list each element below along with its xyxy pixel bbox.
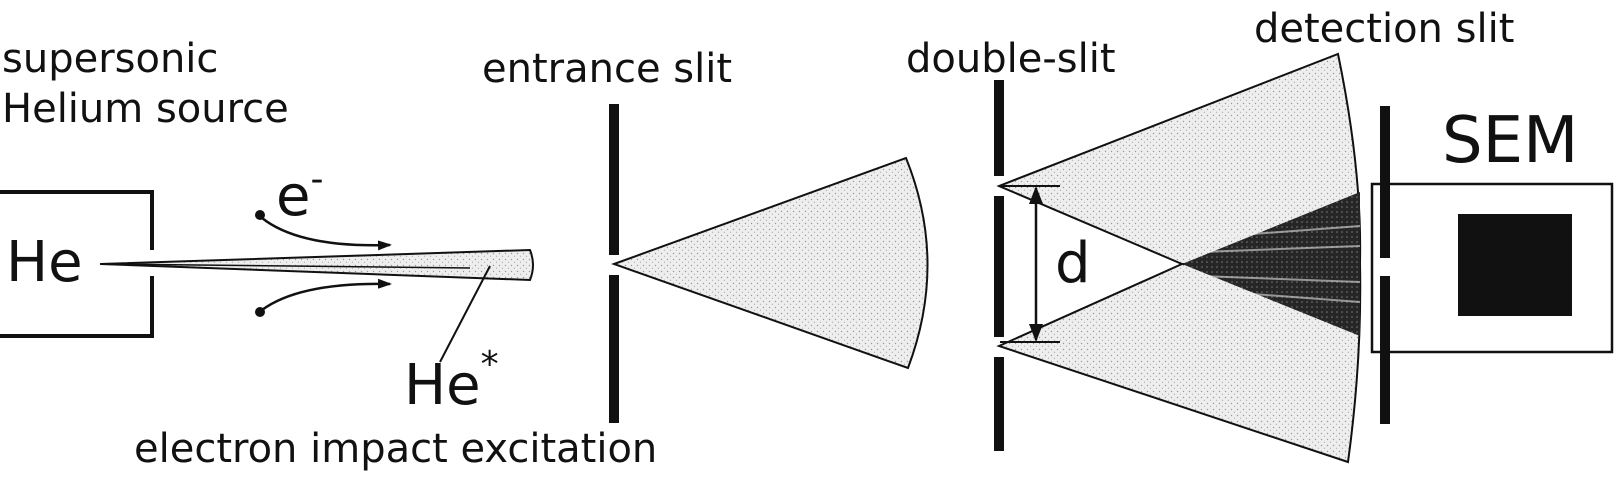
- separation-arrowhead-top: [1029, 186, 1043, 204]
- he-excited-pointer: [439, 265, 491, 363]
- fringe-3: [1199, 275, 1361, 283]
- electron-trajectory-top: [261, 217, 392, 251]
- fringe-2: [1199, 245, 1361, 253]
- sem-housing: [1370, 182, 1614, 354]
- helium-beam: [99, 248, 534, 282]
- detection-slit-label: detection slit: [1254, 6, 1514, 52]
- double-slit-bottom: [994, 357, 1004, 451]
- fringe-4: [1199, 289, 1361, 303]
- electron-label: e-: [276, 159, 323, 229]
- beam-axis-line: [99, 263, 471, 269]
- upper-slit-fan: [996, 52, 1362, 266]
- detection-slit-lower: [1380, 276, 1390, 424]
- he-label: He: [6, 230, 83, 295]
- source-label-line1: supersonic: [2, 36, 218, 82]
- separation-arrowhead-bottom: [1029, 324, 1043, 342]
- detection-slit-upper: [1380, 106, 1390, 258]
- separation-label: d: [1055, 231, 1091, 296]
- double-slit-label: double-slit: [906, 36, 1116, 82]
- lower-slit-fan: [996, 263, 1362, 464]
- interference-region: [1182, 192, 1360, 336]
- electron-trajectory-bottom: [261, 278, 392, 312]
- sem-detector-element: [1458, 214, 1572, 316]
- double-slit-middle: [994, 196, 1004, 337]
- entrance-slit-lower: [609, 275, 619, 423]
- detector-label: SEM: [1442, 104, 1578, 178]
- source-chamber: [0, 190, 154, 338]
- entrance-slit-label: entrance slit: [482, 46, 732, 92]
- he-excited-label: He*: [404, 344, 499, 418]
- entrance-diffraction-fan: [611, 156, 929, 370]
- excitation-label: electron impact excitation: [134, 426, 657, 472]
- double-slit-top: [994, 80, 1004, 176]
- source-label-line2: Helium source: [2, 86, 289, 132]
- entrance-slit-upper: [609, 104, 619, 255]
- fringe-1: [1199, 225, 1361, 239]
